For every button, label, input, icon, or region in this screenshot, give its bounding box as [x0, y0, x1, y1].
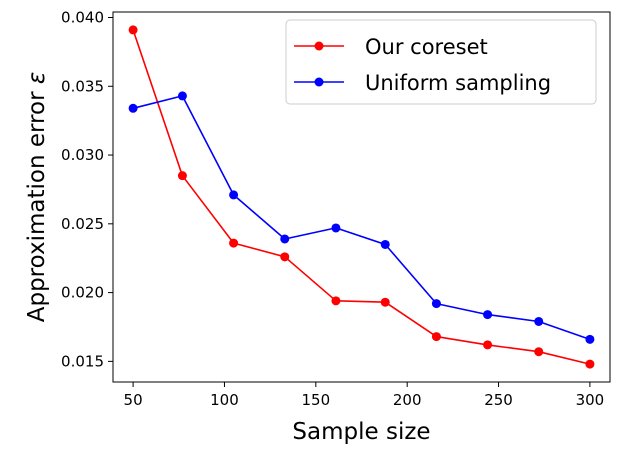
legend-box [285, 19, 597, 105]
x-tick-label: 250 [484, 391, 513, 409]
data-point [331, 296, 341, 306]
data-point [483, 310, 493, 320]
x-tick-label: 200 [393, 391, 422, 409]
data-point [177, 91, 187, 101]
legend: Our coreset Uniform sampling [285, 19, 597, 105]
data-point [585, 334, 595, 344]
y-tick-label: 0.020 [61, 284, 104, 302]
series-1 [128, 91, 595, 344]
data-point [431, 299, 441, 309]
series-line [132, 95, 591, 341]
series-0 [128, 25, 595, 369]
data-point [380, 239, 390, 249]
data-point [585, 359, 595, 369]
y-axis-label-symbol: ε [24, 72, 50, 84]
x-tick-label: 100 [210, 391, 239, 409]
legend-label: Our coreset [365, 35, 488, 59]
series-line [132, 29, 591, 365]
data-point [483, 340, 493, 350]
y-axis-label-text: Approximation error [24, 84, 50, 322]
legend-marker [314, 77, 324, 87]
data-point [177, 171, 187, 181]
data-point [128, 25, 138, 35]
data-point [229, 190, 239, 200]
x-tick-label: 50 [124, 391, 143, 409]
data-point [280, 252, 290, 262]
data-point [128, 103, 138, 113]
data-point [380, 297, 390, 307]
x-tick-label: 150 [301, 391, 330, 409]
y-tick-label: 0.040 [61, 9, 104, 27]
x-axis-ticks: 50 100 150 200 250 300 [124, 382, 605, 409]
x-axis-label: Sample size [292, 419, 430, 445]
legend-entry: Our coreset [294, 35, 488, 59]
data-point [534, 347, 544, 357]
data-point [280, 234, 290, 244]
legend-label: Uniform sampling [365, 71, 551, 95]
y-tick-label: 0.025 [61, 215, 104, 233]
y-axis-label: Approximation error ε [24, 72, 50, 323]
data-point [331, 223, 341, 233]
series-layer [128, 25, 595, 369]
y-tick-label: 0.035 [61, 77, 104, 95]
legend-marker [314, 41, 324, 51]
legend-entry: Uniform sampling [294, 71, 551, 95]
data-point [229, 238, 239, 248]
y-tick-label: 0.015 [61, 352, 104, 370]
x-tick-label: 300 [576, 391, 605, 409]
data-point [534, 316, 544, 326]
y-tick-label: 0.030 [61, 146, 104, 164]
y-axis-ticks: 0.015 0.020 0.025 0.030 0.035 0.040 [61, 9, 113, 370]
plot-frame [112, 11, 611, 383]
data-point [431, 332, 441, 342]
